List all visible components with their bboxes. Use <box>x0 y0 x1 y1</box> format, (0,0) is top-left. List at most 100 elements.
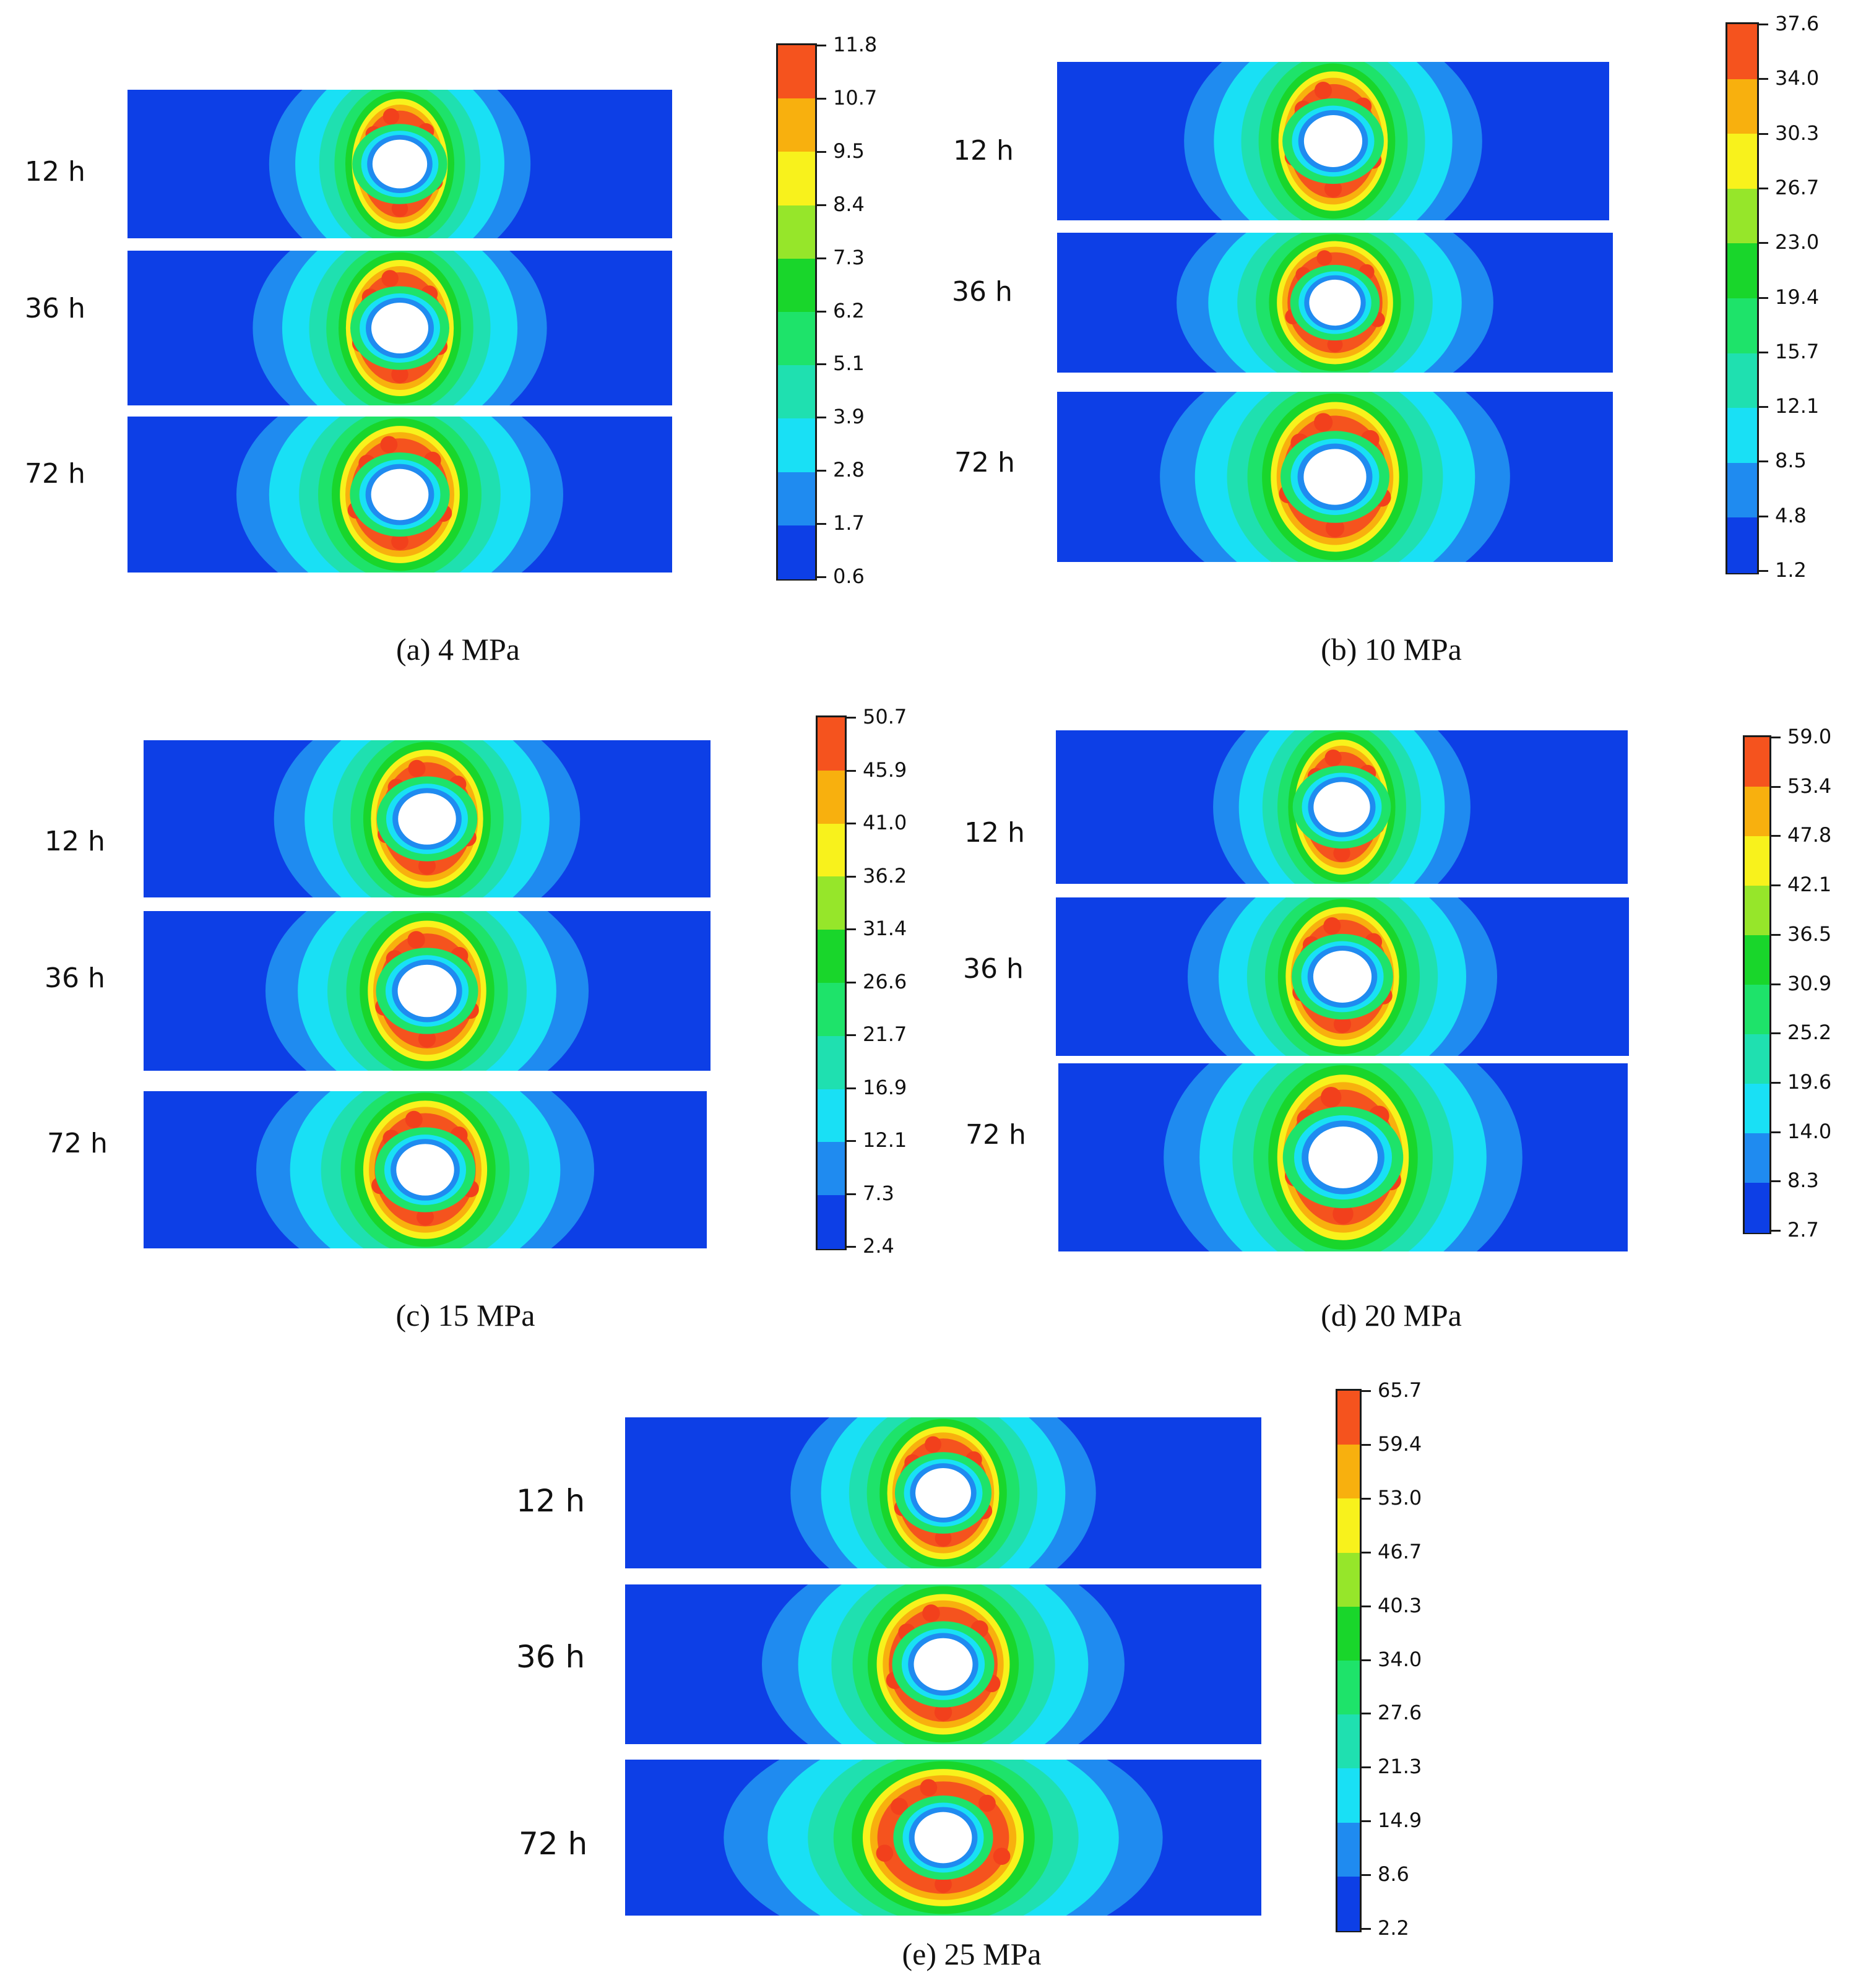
contour-plot <box>144 740 711 897</box>
borehole <box>1308 1126 1378 1188</box>
hot-spot <box>408 759 426 777</box>
colorbar-tick <box>1771 1180 1781 1183</box>
colorbar-tick <box>1771 884 1781 887</box>
colorbar <box>776 43 826 581</box>
contour-plot <box>1057 62 1609 220</box>
colorbar-tick-label: 27.6 <box>1378 1701 1422 1725</box>
hot-spot <box>922 1604 940 1622</box>
hot-spot <box>935 1875 952 1893</box>
colorbar-segment <box>818 1195 845 1249</box>
contour-strip-72h <box>625 1760 1261 1916</box>
colorbar <box>1743 735 1781 1234</box>
hot-spot <box>1333 1203 1354 1224</box>
colorbar-segment <box>818 770 845 824</box>
borehole <box>371 469 429 521</box>
colorbar-tick <box>1361 1713 1371 1715</box>
colorbar-tick <box>1758 187 1768 189</box>
colorbar-segment <box>1727 353 1757 409</box>
colorbar-tick <box>1771 835 1781 837</box>
borehole <box>1309 279 1361 326</box>
colorbar-tick-label: 2.4 <box>863 1234 894 1258</box>
colorbar-tick <box>1361 1659 1371 1661</box>
hot-spot <box>391 200 408 217</box>
colorbar-tick <box>816 310 826 313</box>
colorbar-tick <box>846 928 856 930</box>
hot-spot <box>935 1529 952 1547</box>
borehole <box>914 1638 973 1691</box>
contour-plot <box>625 1584 1261 1744</box>
colorbar-tick-label: 34.0 <box>1775 66 1820 90</box>
colorbar-tick <box>816 470 826 472</box>
colorbar-tick-label: 2.8 <box>833 458 865 482</box>
panel-caption: (c) 15 MPa <box>395 1298 535 1333</box>
colorbar-tick-label: 30.3 <box>1775 121 1820 145</box>
colorbar-tick <box>1758 296 1768 299</box>
colorbar-tick-label: 7.3 <box>863 1181 894 1205</box>
colorbar-segment <box>818 823 845 878</box>
colorbar-tick-label: 53.4 <box>1787 774 1832 798</box>
colorbar-tick-label: 36.2 <box>863 863 907 888</box>
colorbar-tick-label: 2.7 <box>1787 1218 1819 1242</box>
time-label-36h: 36 h <box>963 953 1024 985</box>
colorbar-tick-label: 30.9 <box>1787 971 1832 995</box>
colorbar-tick-label: 41.0 <box>863 811 907 834</box>
colorbar-tick <box>1758 570 1768 572</box>
hot-spot <box>1327 337 1343 353</box>
hot-spot <box>1325 518 1345 538</box>
colorbar-tick-label: 50.7 <box>863 705 907 728</box>
borehole <box>914 1812 972 1864</box>
hot-spot <box>391 366 408 383</box>
colorbar-segment <box>1337 1661 1360 1716</box>
contour-strip-12h <box>144 740 711 897</box>
colorbar-tick <box>846 1193 856 1195</box>
colorbar-segment <box>778 152 815 206</box>
colorbar-segment <box>1745 886 1769 936</box>
hot-spot <box>993 1848 1011 1865</box>
colorbar-tick <box>846 823 856 824</box>
colorbar <box>1336 1389 1371 1932</box>
colorbar-tick <box>1758 24 1768 25</box>
colorbar-tick <box>1361 1820 1371 1823</box>
time-label-36h: 36 h <box>25 293 85 324</box>
contour-strip-72h <box>1057 392 1613 562</box>
colorbar-segment <box>1337 1768 1360 1823</box>
colorbar-segment <box>818 876 845 931</box>
contour-plot <box>1056 897 1629 1056</box>
colorbar-tick-label: 21.7 <box>863 1022 907 1046</box>
colorbar-segment <box>1745 787 1769 837</box>
colorbar-segment <box>1745 1183 1769 1233</box>
colorbar-tick-label: 37.6 <box>1775 12 1820 35</box>
panel-caption: (b) 10 MPa <box>1321 632 1462 667</box>
colorbar <box>1726 22 1768 574</box>
colorbar-tick <box>1758 460 1768 463</box>
colorbar-segment <box>818 1035 845 1090</box>
hot-spot <box>391 532 408 550</box>
hot-spot <box>925 1436 941 1453</box>
colorbar-segment <box>818 1142 845 1196</box>
colorbar-tick-label: 6.2 <box>833 298 865 322</box>
colorbar-tick <box>1361 1390 1371 1392</box>
colorbar-segment <box>778 472 815 526</box>
colorbar-tick <box>816 417 826 419</box>
contour-strip-72h <box>144 1091 707 1248</box>
colorbar-tick-label: 31.4 <box>863 917 907 940</box>
contour-strip-36h <box>1057 233 1613 373</box>
colorbar-segment <box>1727 462 1757 519</box>
borehole <box>1313 782 1370 832</box>
colorbar-tick <box>1361 1874 1371 1877</box>
colorbar-segment <box>1727 134 1757 189</box>
colorbar-segment <box>1727 79 1757 135</box>
colorbar-tick <box>846 1087 856 1089</box>
colorbar-tick <box>816 576 826 578</box>
colorbar-tick <box>1758 242 1768 244</box>
colorbar-tick <box>1758 515 1768 517</box>
borehole <box>915 1467 971 1518</box>
colorbar-segment <box>1337 1498 1360 1554</box>
contour-plot <box>127 90 672 238</box>
colorbar-tick-label: 14.9 <box>1378 1809 1422 1833</box>
colorbar-tick <box>1361 1551 1371 1554</box>
contour-strip-36h <box>127 251 672 405</box>
hot-spot <box>1323 917 1341 935</box>
colorbar-tick-label: 8.6 <box>1378 1862 1409 1886</box>
colorbar-segment <box>778 525 815 579</box>
